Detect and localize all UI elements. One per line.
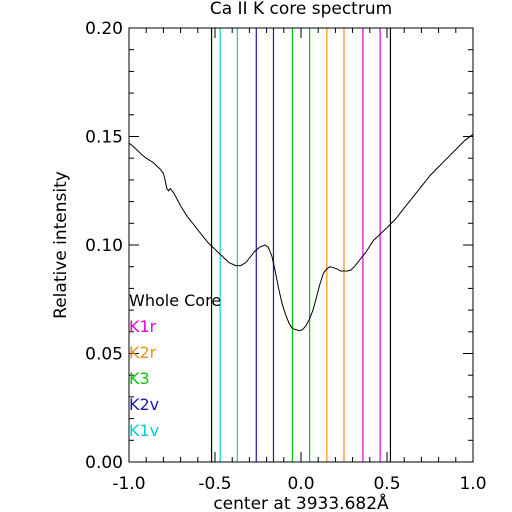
y-tick-label: 0.00 [85, 453, 123, 473]
legend-entry: K1r [129, 317, 157, 336]
legend-entry: K1v [129, 421, 159, 440]
legend-entry: K3 [129, 369, 150, 388]
spectrum-line [128, 133, 474, 332]
band-lines-layer [210, 28, 392, 462]
y-tick-label: 0.05 [85, 345, 123, 365]
legend-entry: Whole Core [129, 291, 221, 310]
y-tick-label: 0.10 [85, 236, 123, 256]
y-tick-label: 0.20 [85, 19, 123, 39]
x-axis-title: center at 3933.682Å [213, 492, 389, 512]
curve-layer [128, 133, 474, 332]
legend: Whole Core K1r K2r K3 K2v K1v [129, 291, 221, 440]
legend-entry: K2v [129, 395, 159, 414]
plot-frame [128, 27, 474, 463]
y-tick-label: 0.15 [85, 128, 123, 148]
ticks-layer: -1.0 -0.5 0.0 0.5 1.0 0.00 0.05 0.10 0.15 0.20 [85, 19, 486, 494]
x-tick-label: 1.0 [459, 474, 486, 494]
y-axis-title: Relative intensity [51, 171, 71, 319]
chart-title: Ca II K core spectrum [210, 0, 392, 19]
x-tick-label: -0.5 [198, 474, 231, 494]
x-tick-label: -1.0 [112, 474, 145, 494]
x-tick-label: 0.5 [373, 474, 400, 494]
x-tick-label: 0.0 [287, 474, 314, 494]
legend-entry: K2r [129, 343, 157, 362]
